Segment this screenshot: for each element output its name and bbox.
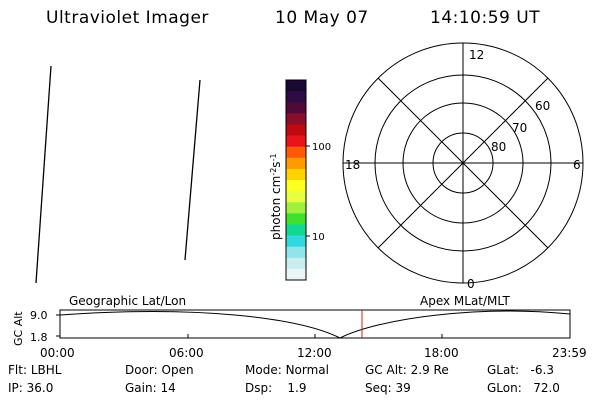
swath-line-right xyxy=(184,79,201,261)
colorbar-cell xyxy=(286,246,306,259)
colorbar-cell xyxy=(286,191,306,203)
header-time: 14:10:59 UT xyxy=(430,8,541,28)
colorbar-label-100: 100 xyxy=(312,142,331,153)
colorbar-cell xyxy=(286,102,306,114)
timeline-xlabel-0600: 06:00 xyxy=(169,346,204,360)
polar-label-0: 0 xyxy=(467,277,475,291)
colorbar-cell xyxy=(286,202,306,214)
colorbar-cell xyxy=(286,213,306,225)
door-value: Open xyxy=(161,363,194,377)
header-date: 10 May 07 xyxy=(275,8,369,28)
colorbar-cell xyxy=(286,235,306,248)
info-flt: Flt: LBHL xyxy=(8,363,62,377)
colorbar-label-10: 10 xyxy=(312,232,325,243)
gcalt-value: 2.9 Re xyxy=(410,363,449,377)
app-title: Ultraviolet Imager xyxy=(46,8,209,28)
polar-label-18: 18 xyxy=(345,158,360,172)
info-gain: Gain: 14 xyxy=(125,381,176,395)
colorbar-cell xyxy=(286,146,306,159)
timeline-right-label: Apex MLat/MLT xyxy=(420,294,510,308)
ip-value: 36.0 xyxy=(26,381,54,395)
polar-diagonal-2 xyxy=(377,77,549,249)
timeline-y-low: 1.8 xyxy=(30,331,48,344)
timeline-xlabel-1200: 12:00 xyxy=(297,346,332,360)
info-gcalt: GC Alt: 2.9 Re xyxy=(365,363,449,377)
colorbar-cell xyxy=(286,157,306,170)
colorbar-cell xyxy=(286,135,306,148)
mode-value: Normal xyxy=(285,363,329,377)
glat-value: -6.3 xyxy=(530,363,554,377)
polar-plot xyxy=(342,42,584,284)
timeline-left-label: Geographic Lat/Lon xyxy=(69,294,186,308)
gain-value: 14 xyxy=(160,381,176,395)
info-dsp: Dsp: 1.9 xyxy=(245,381,307,395)
info-seq: Seq: 39 xyxy=(365,381,411,395)
info-mode: Mode: Normal xyxy=(245,363,329,377)
colorbar-cell xyxy=(286,91,306,103)
glon-value: 72.0 xyxy=(533,381,560,395)
colorbar-cell xyxy=(286,180,306,192)
info-door: Door: Open xyxy=(125,363,194,377)
colorbar-cell xyxy=(286,113,306,125)
timeline-y-high: 9.0 xyxy=(30,309,48,322)
info-glon: GLon: 72.0 xyxy=(487,381,560,395)
colorbar-cell xyxy=(286,257,306,270)
colorbar-cell xyxy=(286,268,306,281)
polar-ring-label-80: 80 xyxy=(491,140,506,154)
colorbar-cell xyxy=(286,124,306,137)
seq-value: 39 xyxy=(395,381,411,395)
colorbar-cell xyxy=(286,80,306,92)
colorbar-cell xyxy=(286,224,306,237)
colorbar-cell xyxy=(286,168,306,181)
polar-label-6: 6 xyxy=(573,158,581,172)
timeline-frame xyxy=(59,309,571,339)
colorbar-unit-label: photon cm-2s-1 xyxy=(269,153,284,240)
info-glat: GLat: -6.3 xyxy=(487,363,554,377)
flt-value: LBHL xyxy=(30,363,62,377)
polar-label-12: 12 xyxy=(469,48,484,62)
swath-line-left xyxy=(35,65,52,284)
timeline-xlabel-2359: 23:59 xyxy=(552,346,587,360)
polar-ring-label-60: 60 xyxy=(535,99,550,113)
orbit-altitude-curve xyxy=(59,310,571,339)
info-ip: IP: 36.0 xyxy=(8,381,54,395)
timeline-xlabel-1800: 18:00 xyxy=(424,346,459,360)
dsp-value: 1.9 xyxy=(287,381,307,395)
timeline-xlabel-0000: 00:00 xyxy=(40,346,75,360)
timeline-y-axis-label: GC Alt xyxy=(12,311,25,346)
polar-ring-label-70: 70 xyxy=(512,121,527,135)
colorbar xyxy=(286,80,306,281)
colorbar-frame xyxy=(285,79,307,281)
